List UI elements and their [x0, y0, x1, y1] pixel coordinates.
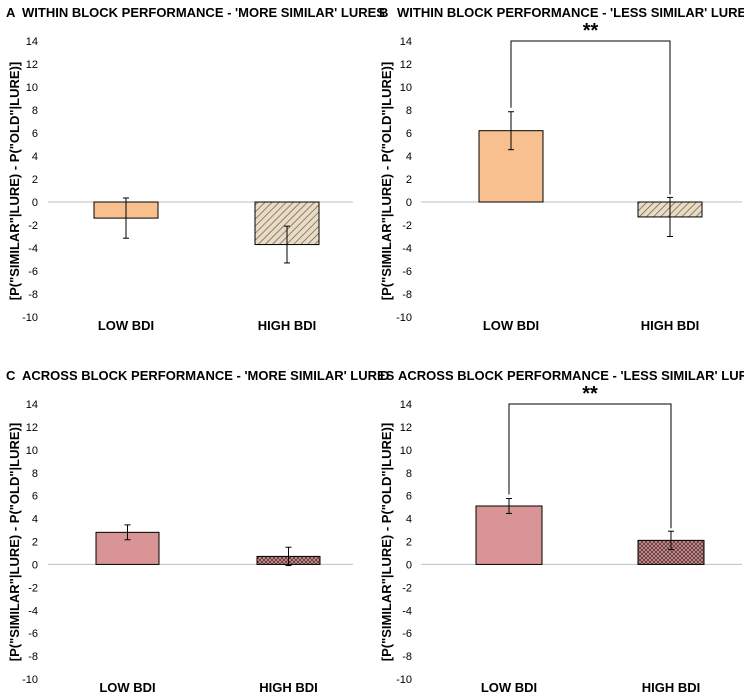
- panel-a-error-bars: [123, 197, 290, 264]
- panel-c-ytick: 2: [32, 537, 38, 549]
- panel-d-yticks: 14 12 10 8 6 4 2 0 -2 -4 -6 -8 -10: [396, 399, 412, 686]
- panel-c-ytick: -2: [28, 582, 38, 594]
- panel-b-category-high: HIGH BDI: [641, 318, 700, 333]
- panel-c-ytick: 8: [32, 468, 38, 480]
- panel-b-ytick: 4: [406, 151, 412, 163]
- panel-a-ytick: 14: [26, 36, 38, 48]
- panel-c-ytick: -6: [28, 628, 38, 640]
- panel-c: C ACROSS BLOCK PERFORMANCE - 'MORE SIMIL…: [6, 368, 395, 694]
- panel-a-ytick: -4: [28, 243, 38, 255]
- panel-a-title: WITHIN BLOCK PERFORMANCE - 'MORE SIMILAR…: [22, 5, 385, 20]
- panel-b-title: WITHIN BLOCK PERFORMANCE - 'LESS SIMILAR…: [397, 5, 744, 20]
- panel-b-yticks: 14 12 10 8 6 4 2 0 -2 -4 -6 -8 -10: [396, 36, 412, 324]
- panel-a-ytick: 4: [32, 151, 38, 163]
- panel-a-ytick: -8: [28, 289, 38, 301]
- panel-c-letter: C: [6, 368, 16, 383]
- panel-c-title: ACROSS BLOCK PERFORMANCE - 'MORE SIMILAR…: [22, 368, 395, 383]
- panel-b-ytick: 14: [400, 36, 412, 48]
- panel-b-ytick: -2: [402, 220, 412, 232]
- panel-d-ytick: 6: [406, 491, 412, 503]
- panel-b-ytick: -4: [402, 243, 412, 255]
- panel-d-significance-bracket: [508, 403, 672, 529]
- panel-b-ytick: 12: [400, 59, 412, 71]
- panel-c-ytick: 4: [32, 514, 38, 526]
- panel-a-ytick: 2: [32, 174, 38, 186]
- panel-d-ytick: -2: [402, 582, 412, 594]
- panel-b-ytick: 0: [406, 197, 412, 209]
- panel-d-ytick: 10: [400, 445, 412, 457]
- panel-b-ytick: 6: [406, 128, 412, 140]
- panel-d-ytick: 12: [400, 422, 412, 434]
- panel-d: D ACROSS BLOCK PERFORMANCE - 'LESS SIMIL…: [379, 368, 744, 694]
- panel-d-title: ACROSS BLOCK PERFORMANCE - 'LESS SIMILAR…: [398, 368, 744, 383]
- panel-c-ytick: 14: [26, 399, 38, 411]
- panel-a-category-high: HIGH BDI: [258, 318, 317, 333]
- panel-a-ytick: -2: [28, 220, 38, 232]
- panel-d-category-high: HIGH BDI: [642, 680, 701, 694]
- panel-c-ytick: -10: [22, 674, 38, 686]
- panel-a-yticks: 14 12 10 8 6 4 2 0 -2 -4 -6 -8 -10: [22, 36, 38, 324]
- panel-c-category-high: HIGH BDI: [259, 680, 318, 694]
- panel-d-bracket-line: [508, 403, 672, 529]
- panel-d-ytick: -6: [402, 628, 412, 640]
- panel-c-category-low: LOW BDI: [99, 680, 155, 694]
- panel-a-ytick: -6: [28, 266, 38, 278]
- panel-b-significance-stars: **: [583, 20, 599, 42]
- panel-a-ytick: 0: [32, 197, 38, 209]
- panel-d-ytick: 4: [406, 514, 412, 526]
- panel-a-ytick: -10: [22, 312, 38, 324]
- panel-b-bars: [478, 130, 703, 218]
- panel-d-ytick: -8: [402, 651, 412, 663]
- panel-d-ytick: 14: [400, 399, 412, 411]
- panel-d-ytick: 2: [406, 537, 412, 549]
- panel-c-yticks: 14 12 10 8 6 4 2 0 -2 -4 -6 -8 -10: [22, 399, 38, 686]
- panel-a-category-low: LOW BDI: [98, 318, 154, 333]
- panel-b-significance-bracket: [510, 40, 671, 195]
- panel-d-bar-low: [475, 505, 543, 565]
- panel-a-ytick: 8: [32, 105, 38, 117]
- panel-b-ytick: -8: [402, 289, 412, 301]
- panel-c-ytick: -4: [28, 605, 38, 617]
- panel-d-ytick: 8: [406, 468, 412, 480]
- panel-c-ytick: -8: [28, 651, 38, 663]
- panel-d-error-bars: [506, 498, 674, 551]
- panel-c-ytick: 10: [26, 445, 38, 457]
- panel-b-ytick: -10: [396, 312, 412, 324]
- panel-a-ytick: 6: [32, 128, 38, 140]
- panel-c-bar-low: [95, 531, 160, 565]
- panel-b-ytick: -6: [402, 266, 412, 278]
- panel-d-significance-stars: **: [582, 383, 598, 405]
- panel-a-ytick: 12: [26, 59, 38, 71]
- panel-b-category-low: LOW BDI: [483, 318, 539, 333]
- panel-d-ytick: -10: [396, 674, 412, 686]
- panel-a: A WITHIN BLOCK PERFORMANCE - 'MORE SIMIL…: [6, 5, 385, 333]
- panel-b-bracket-line: [510, 40, 671, 195]
- panel-b-ytick: 10: [400, 82, 412, 94]
- panel-d-category-low: LOW BDI: [481, 680, 537, 694]
- panel-c-error-bars: [124, 524, 292, 567]
- panel-d-bars: [475, 505, 705, 565]
- panel-a-ylabel: [P("SIMILAR"|LURE) - P("OLD"|LURE)]: [7, 62, 22, 300]
- panel-b-letter: B: [379, 5, 388, 20]
- panel-d-ylabel: [P("SIMILAR"|LURE) - P("OLD"|LURE)]: [379, 423, 394, 661]
- panel-c-ylabel: [P("SIMILAR"|LURE) - P("OLD"|LURE)]: [7, 423, 22, 661]
- panel-a-letter: A: [6, 5, 16, 20]
- panel-b-ylabel: [P("SIMILAR"|LURE) - P("OLD"|LURE)]: [379, 62, 394, 300]
- panel-b: B WITHIN BLOCK PERFORMANCE - 'LESS SIMIL…: [379, 5, 744, 333]
- panel-c-ytick: 12: [26, 422, 38, 434]
- panel-a-ytick: 10: [26, 82, 38, 94]
- panel-b-ytick: 8: [406, 105, 412, 117]
- panel-d-ytick: -4: [402, 605, 412, 617]
- panel-c-ytick: 0: [32, 559, 38, 571]
- panel-c-bars: [95, 531, 321, 565]
- panel-b-error-bars: [508, 111, 673, 237]
- panel-b-ytick: 2: [406, 174, 412, 186]
- panel-c-ytick: 6: [32, 491, 38, 503]
- panel-d-letter: D: [380, 368, 389, 383]
- panel-d-ytick: 0: [406, 559, 412, 571]
